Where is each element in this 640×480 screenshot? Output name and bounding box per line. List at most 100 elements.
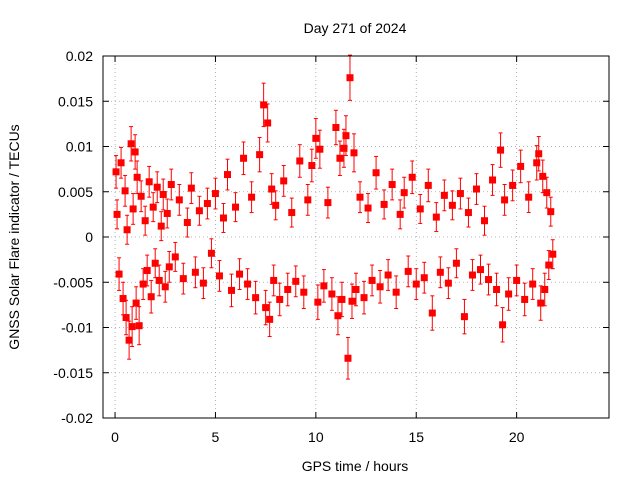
x-tick-label: 15 — [408, 429, 424, 445]
data-point — [517, 162, 525, 170]
data-point — [539, 172, 547, 180]
y-tick-label: 0.005 — [58, 184, 93, 200]
data-point — [163, 209, 171, 217]
data-point — [424, 181, 432, 189]
data-point — [408, 173, 416, 181]
data-point — [125, 336, 133, 344]
data-point — [256, 151, 264, 159]
y-tick-label: 0.015 — [58, 93, 93, 109]
data-point — [129, 205, 137, 213]
data-point — [131, 148, 139, 156]
x-axis-label: GPS time / hours — [302, 458, 409, 474]
data-point — [346, 74, 354, 82]
data-point — [368, 276, 376, 284]
data-point — [328, 290, 336, 298]
data-point — [207, 249, 215, 257]
data-point — [489, 176, 497, 184]
y-tick-label: -0.01 — [61, 320, 93, 336]
data-point — [360, 294, 368, 302]
data-point — [505, 290, 513, 298]
data-point — [476, 266, 484, 274]
data-point — [128, 323, 136, 331]
data-point — [456, 190, 464, 198]
y-axis-label: GNSS Solar Flare indicator / TECUs — [6, 124, 22, 349]
data-point — [117, 159, 125, 167]
data-point — [240, 154, 248, 162]
data-point — [141, 217, 149, 225]
data-point — [533, 159, 541, 167]
data-point — [485, 276, 493, 284]
y-tick-label: 0.02 — [66, 48, 93, 64]
data-point — [380, 200, 388, 208]
data-point — [280, 177, 288, 185]
data-point — [219, 214, 227, 222]
data-point — [499, 321, 507, 329]
data-point — [334, 312, 342, 320]
data-point — [541, 285, 549, 293]
data-point — [525, 193, 533, 201]
data-point — [376, 283, 384, 291]
data-point — [115, 270, 123, 278]
data-point — [171, 253, 179, 261]
data-point — [143, 266, 151, 274]
data-point — [537, 299, 545, 307]
data-point — [268, 185, 276, 193]
data-point — [211, 190, 219, 198]
data-point — [123, 226, 131, 234]
data-point — [296, 157, 304, 165]
data-point — [400, 189, 408, 197]
data-point — [132, 299, 140, 307]
data-point — [276, 295, 284, 303]
data-point — [481, 217, 489, 225]
data-point — [509, 181, 517, 189]
data-point — [175, 196, 183, 204]
data-point — [404, 267, 412, 275]
data-point — [448, 201, 456, 209]
data-point — [195, 207, 203, 215]
data-point — [324, 199, 332, 207]
chart-title: Day 271 of 2024 — [304, 20, 407, 36]
x-tick-label: 5 — [212, 429, 220, 445]
data-point — [472, 185, 480, 193]
data-point — [112, 168, 120, 176]
data-point — [155, 276, 163, 284]
data-point — [352, 285, 360, 293]
data-point — [203, 200, 211, 208]
data-point — [262, 304, 270, 312]
data-point — [292, 277, 300, 285]
data-point — [122, 314, 130, 322]
data-point — [364, 204, 372, 212]
axes: -0.02 -0.015 -0.01 -0.005 0 0.005 0.01 0.015 0.0… — [53, 48, 609, 445]
data-point — [266, 315, 274, 323]
data-point — [529, 280, 537, 288]
data-point — [372, 169, 380, 177]
data-point — [248, 193, 256, 201]
data-point — [272, 201, 280, 209]
data-point — [270, 276, 278, 284]
y-tick-label: -0.005 — [53, 274, 93, 290]
data-point — [392, 288, 400, 296]
data-point — [468, 271, 476, 279]
data-point — [127, 140, 135, 148]
y-tick-label: 0 — [85, 229, 93, 245]
data-point — [145, 178, 153, 186]
data-point — [135, 322, 143, 330]
data-point — [228, 286, 236, 294]
data-point — [340, 144, 348, 152]
data-point — [428, 309, 436, 317]
data-point — [161, 283, 169, 291]
data-point — [436, 268, 444, 276]
data-point — [187, 184, 195, 192]
data-point — [332, 123, 340, 131]
y-tick-label: 0.01 — [66, 139, 93, 155]
data-point — [167, 181, 175, 189]
y-tick-label: -0.015 — [53, 365, 93, 381]
data-point — [236, 270, 244, 278]
data-point — [464, 209, 472, 217]
data-point — [165, 263, 173, 271]
x-tick-label: 20 — [509, 429, 525, 445]
data-point — [284, 285, 292, 293]
data-point — [535, 150, 543, 158]
data-point — [199, 279, 207, 287]
